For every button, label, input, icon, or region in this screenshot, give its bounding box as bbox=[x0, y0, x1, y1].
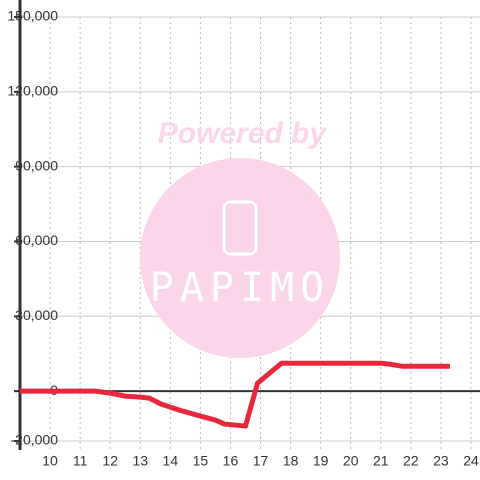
x-tick-label: 17 bbox=[253, 453, 269, 469]
x-tick-label: 16 bbox=[223, 453, 239, 469]
y-tick-label: -20,000 bbox=[11, 432, 59, 448]
y-tick-label: 60,000 bbox=[15, 232, 58, 248]
watermark-circle bbox=[140, 158, 340, 358]
y-tick-label: 90,000 bbox=[15, 157, 58, 173]
y-tick-label: 150,000 bbox=[7, 8, 58, 24]
x-tick-label: 11 bbox=[73, 453, 88, 469]
x-tick-label: 10 bbox=[42, 453, 58, 469]
x-tick-label: 22 bbox=[403, 453, 419, 469]
y-tick-label: 30,000 bbox=[15, 307, 58, 323]
x-tick-label: 19 bbox=[313, 453, 329, 469]
x-tick-label: 12 bbox=[102, 453, 118, 469]
x-tick-label: 18 bbox=[283, 453, 299, 469]
x-tick-label: 20 bbox=[343, 453, 359, 469]
x-tick-label: 24 bbox=[463, 453, 479, 469]
x-tick-label: 21 bbox=[373, 453, 389, 469]
watermark-icon bbox=[222, 200, 258, 256]
y-tick-label: 120,000 bbox=[7, 83, 58, 99]
watermark-text: Powered by bbox=[158, 117, 328, 150]
x-tick-label: 15 bbox=[193, 453, 209, 469]
x-tick-label: 23 bbox=[433, 453, 449, 469]
x-tick-label: 13 bbox=[132, 453, 148, 469]
watermark-logo: PAPIMO bbox=[150, 265, 331, 311]
data-line bbox=[20, 360, 450, 429]
x-tick-label: 14 bbox=[163, 453, 179, 469]
